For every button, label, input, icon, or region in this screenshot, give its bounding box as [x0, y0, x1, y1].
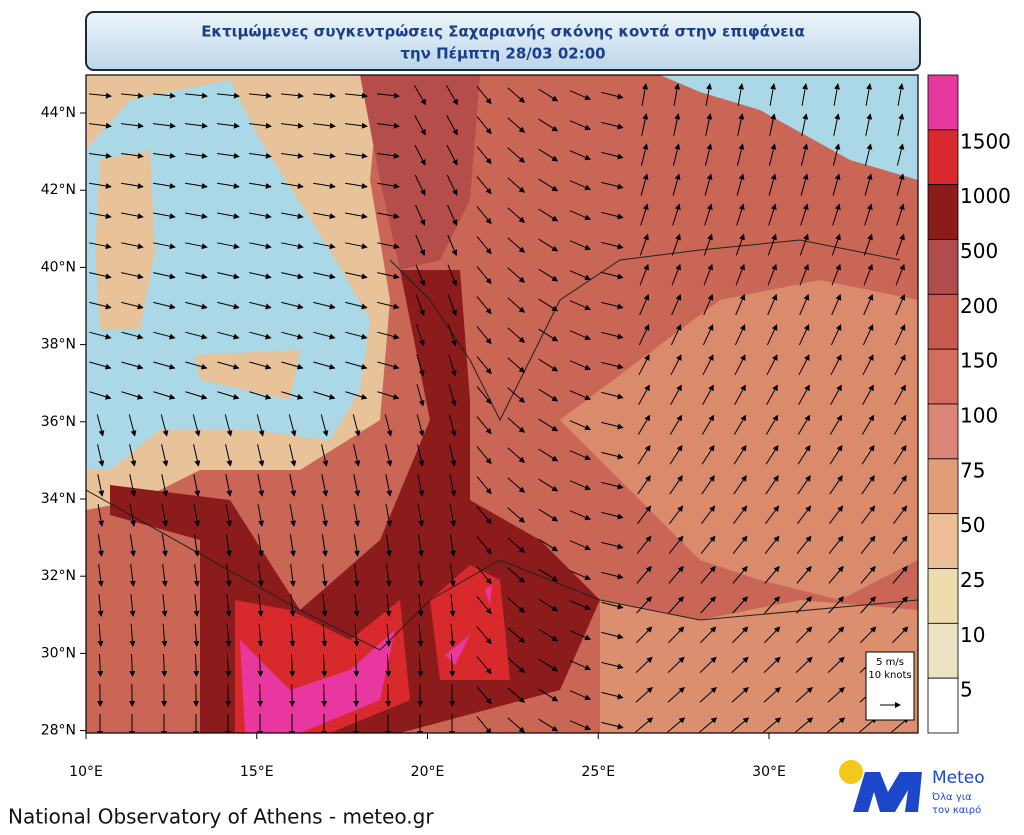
lat-label: 44°N	[41, 105, 76, 121]
colorbar-label: 25	[960, 568, 985, 592]
wind-arrow	[356, 684, 357, 706]
map-field	[86, 75, 918, 736]
wind-arrow	[388, 684, 389, 706]
colorbar-box	[928, 240, 958, 295]
colorbar-box	[928, 75, 958, 130]
colorbar-box	[928, 514, 958, 569]
wind-arrow	[164, 684, 165, 706]
colorbar-label: 75	[960, 458, 985, 482]
logo-sun	[839, 760, 863, 784]
wind-arrow	[292, 684, 293, 706]
colorbar-box	[928, 185, 958, 240]
lat-label: 36°N	[41, 414, 76, 430]
ref-speed: 5 m/s	[876, 657, 904, 668]
lon-label: 15°E	[240, 764, 274, 780]
lat-label: 42°N	[41, 182, 76, 198]
lat-label: 34°N	[41, 491, 76, 507]
lon-label: 10°E	[69, 764, 103, 780]
lon-label: 30°E	[752, 764, 786, 780]
wind-arrow	[260, 684, 261, 706]
wind-arrow	[100, 684, 101, 706]
lat-label: 40°N	[41, 259, 76, 275]
colorbar-box	[928, 130, 958, 185]
colorbar-label: 1500	[960, 129, 1011, 153]
colorbar-box	[928, 459, 958, 514]
lon-label: 20°E	[411, 764, 445, 780]
lat-label: 38°N	[41, 337, 76, 353]
wind-arrow	[132, 684, 133, 706]
logo-tagline: Όλα για	[931, 791, 972, 803]
colorbar-label: 100	[960, 404, 998, 428]
colorbar-box	[928, 569, 958, 624]
title: Εκτιμώμενες συγκεντρώσεις Σαχαριανής σκό…	[201, 23, 805, 41]
lon-label: 25°E	[581, 764, 615, 780]
colorbar-box	[928, 678, 958, 733]
subtitle: την Πέμπτη 28/03 02:00	[400, 45, 605, 63]
footer: National Observatory of Athens - meteo.g…	[8, 805, 434, 829]
colorbar-label: 50	[960, 513, 985, 537]
colorbar-box	[928, 294, 958, 349]
wind-arrow	[420, 684, 421, 706]
colorbar-label: 200	[960, 294, 998, 318]
colorbar-box	[928, 623, 958, 678]
colorbar-label: 10	[960, 623, 985, 647]
lat-label: 30°N	[41, 645, 76, 661]
wind-arrow	[228, 684, 229, 706]
ref-knots: 10 knots	[868, 670, 911, 681]
colorbar-label: 150	[960, 349, 998, 373]
lat-label: 32°N	[41, 568, 76, 584]
colorbar-label: 1000	[960, 184, 1011, 208]
colorbar-box	[928, 349, 958, 404]
wind-arrow	[196, 684, 197, 706]
colorbar-label: 500	[960, 239, 998, 263]
colorbar-box	[928, 404, 958, 459]
lat-label: 28°N	[41, 723, 76, 739]
colorbar-label: 5	[960, 678, 973, 702]
wind-arrow	[324, 684, 325, 706]
logo-tagline: τον καιρό	[932, 804, 981, 816]
logo-name: Meteo	[932, 768, 985, 788]
logo-mark	[853, 772, 922, 812]
wind-arrow	[452, 684, 453, 706]
